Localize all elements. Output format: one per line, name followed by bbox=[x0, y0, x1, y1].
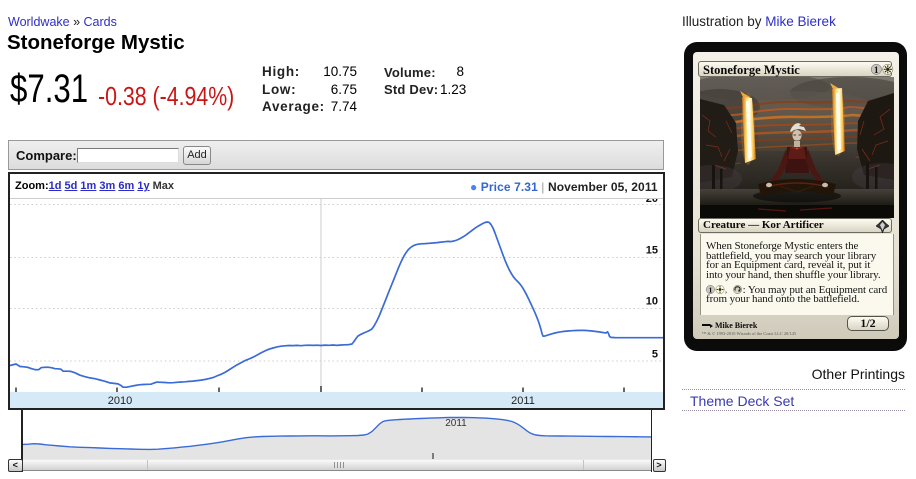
svg-text:15: 15 bbox=[646, 245, 658, 257]
svg-text:2010: 2010 bbox=[108, 395, 132, 407]
svg-text:10: 10 bbox=[646, 296, 658, 308]
svg-text:1: 1 bbox=[708, 285, 712, 294]
svg-text:2011: 2011 bbox=[511, 395, 535, 407]
svg-text:2011: 2011 bbox=[445, 418, 467, 429]
svg-text:1: 1 bbox=[874, 66, 879, 75]
svg-text:5: 5 bbox=[652, 349, 658, 361]
svg-text:,: , bbox=[725, 285, 727, 294]
svg-text:20: 20 bbox=[646, 199, 658, 205]
